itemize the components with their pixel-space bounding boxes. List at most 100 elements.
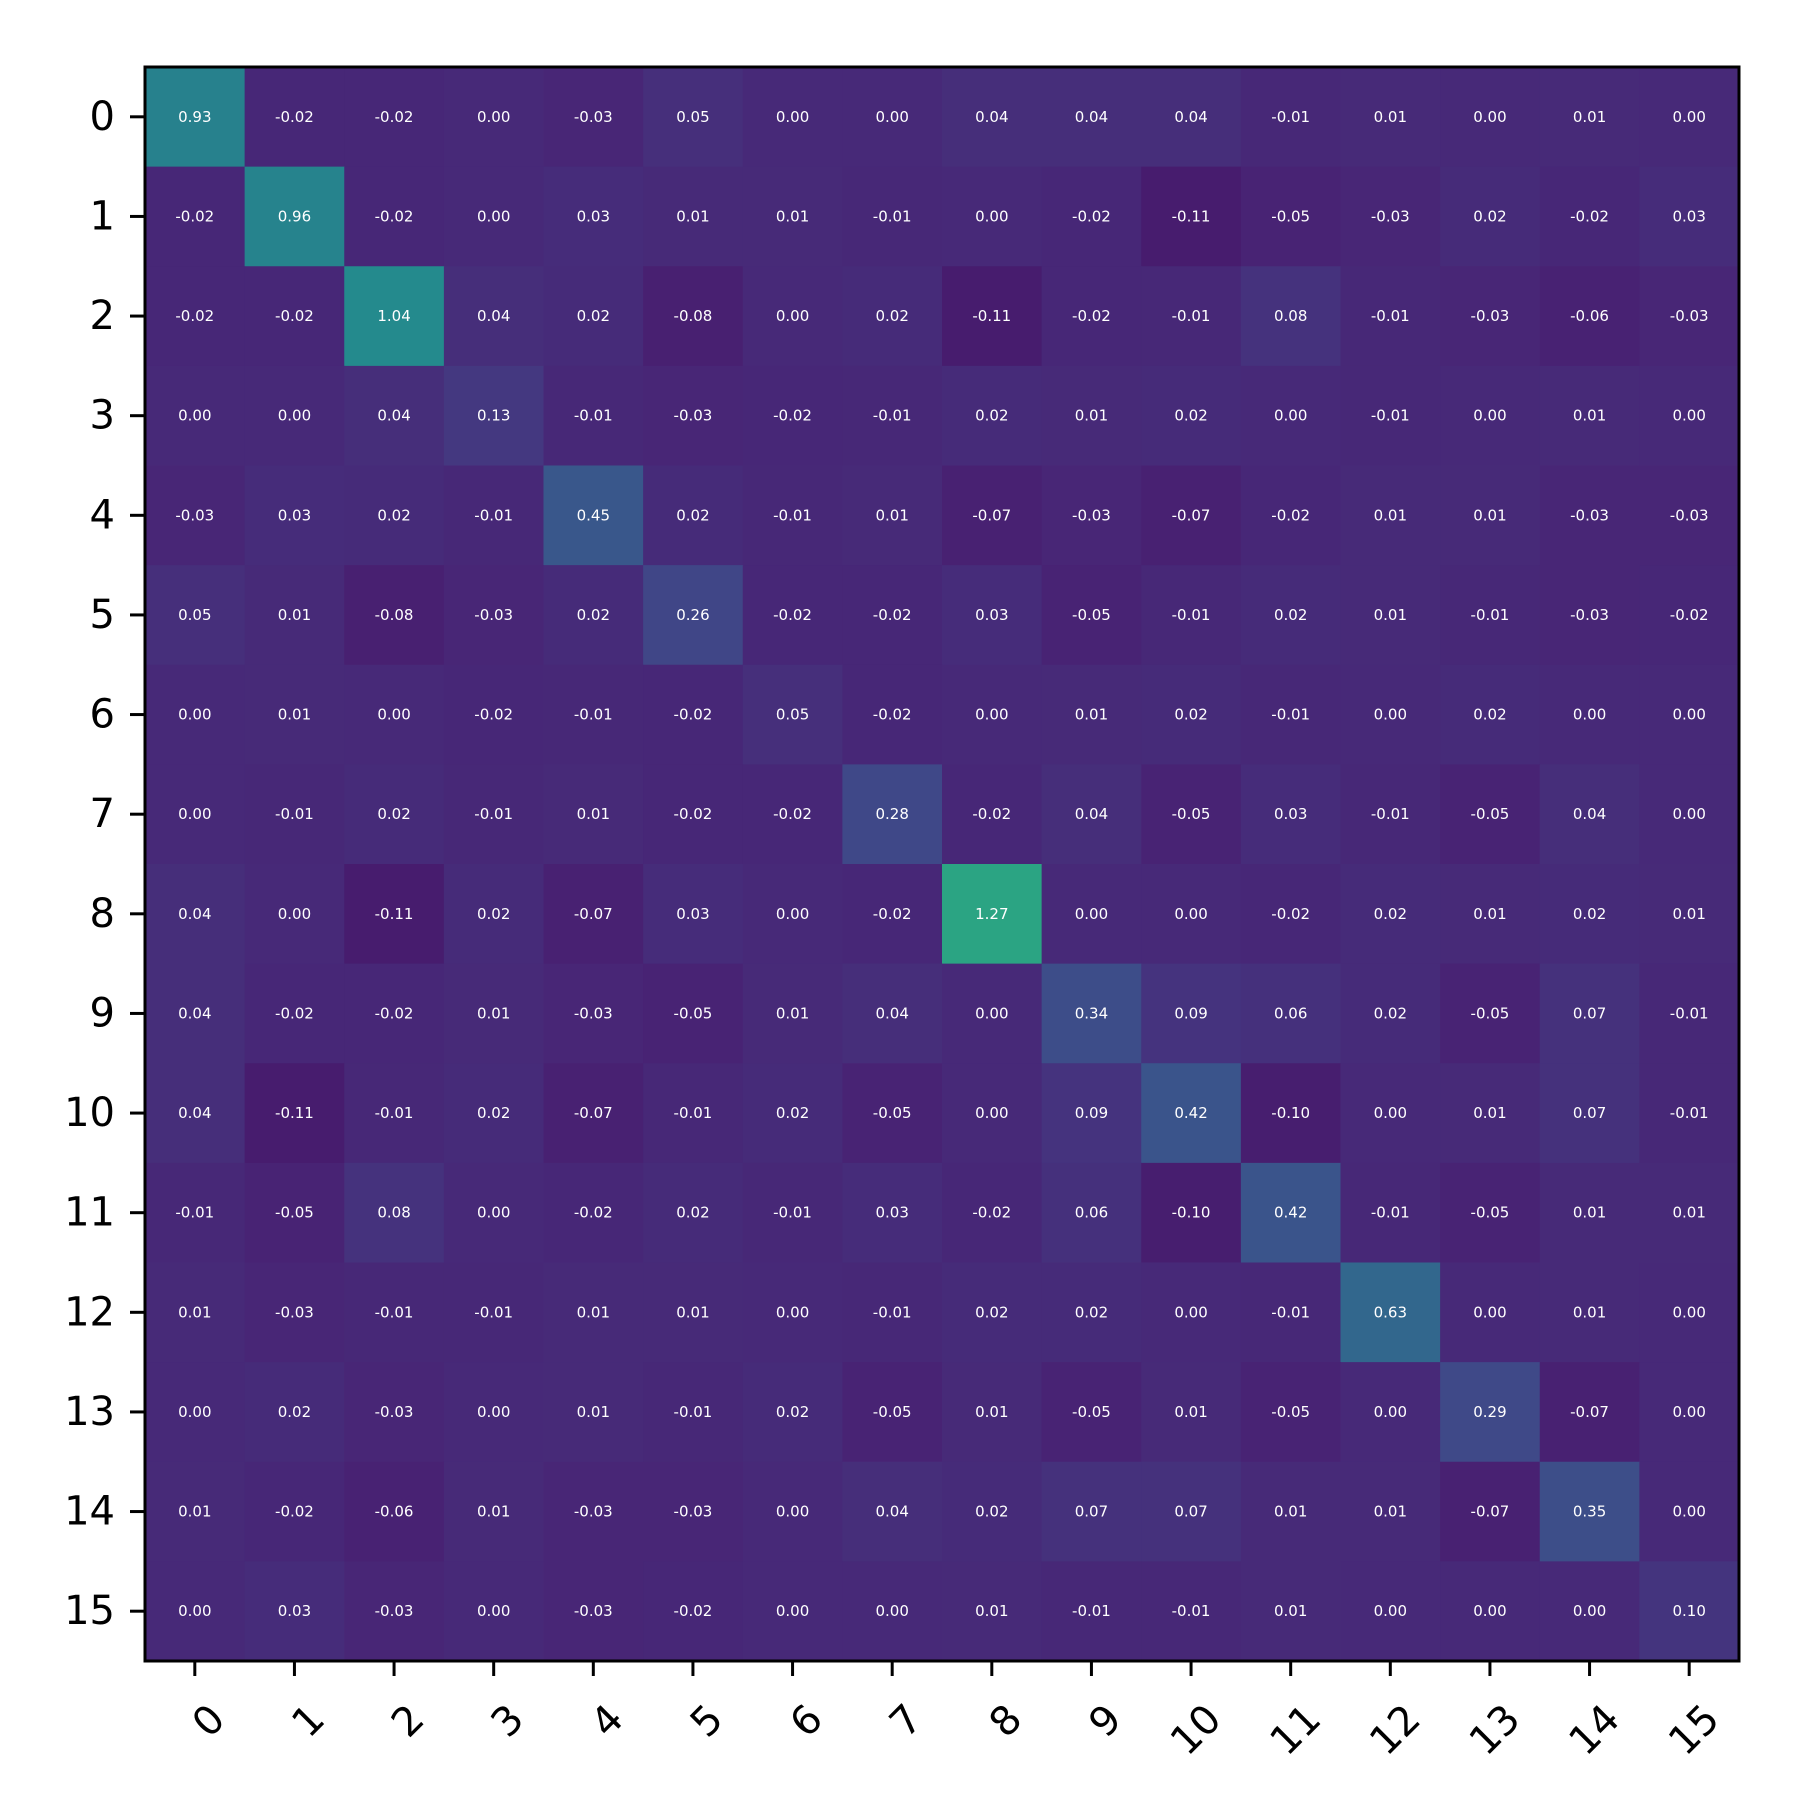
cell-value-label: 0.00 xyxy=(1573,1602,1606,1620)
cell-value-label: 0.00 xyxy=(776,1303,809,1321)
cell-value-label: -0.10 xyxy=(1172,1204,1211,1222)
heatmap-cell xyxy=(1240,1561,1342,1662)
cell-value-label: -0.02 xyxy=(275,108,314,126)
cell-value-label: 0.08 xyxy=(1274,307,1307,325)
cell-value-label: -0.02 xyxy=(1072,307,1111,325)
cell-value-label: -0.03 xyxy=(574,1004,613,1022)
heatmap-cell xyxy=(244,465,345,566)
heatmap-cell xyxy=(643,1063,744,1164)
heatmap-cell xyxy=(145,565,246,666)
heatmap-cell xyxy=(443,963,545,1064)
heatmap-cell xyxy=(1440,565,1541,666)
y-tick-label: 1 xyxy=(90,193,115,239)
heatmap-cell xyxy=(1041,67,1142,168)
y-tick-label: 13 xyxy=(64,1389,115,1435)
cell-value-label: -0.01 xyxy=(1471,606,1510,624)
heatmap-cell xyxy=(842,963,943,1064)
cell-value-label: 0.01 xyxy=(477,1503,510,1521)
heatmap-cell xyxy=(1639,166,1740,267)
heatmap-cell xyxy=(1141,664,1242,765)
x-tick-label: 6 xyxy=(781,1696,832,1747)
heatmap-cell xyxy=(1141,1461,1242,1562)
heatmap-cell xyxy=(145,365,246,467)
heatmap-cells xyxy=(145,67,1740,1662)
heatmap-cell xyxy=(145,67,246,168)
heatmap-cell xyxy=(1240,1461,1342,1562)
cell-value-label: 0.00 xyxy=(1374,1104,1407,1122)
cell-value-label: 0.02 xyxy=(477,1104,510,1122)
cell-value-label: -0.01 xyxy=(474,506,513,524)
x-tick-label: 3 xyxy=(483,1696,534,1747)
heatmap-cell xyxy=(742,266,843,367)
cell-value-label: 0.01 xyxy=(1573,108,1606,126)
cell-value-label: -0.01 xyxy=(574,706,613,724)
heatmap-cell xyxy=(842,266,943,367)
cell-value-label: 0.00 xyxy=(1374,1602,1407,1620)
cell-value-label: -0.02 xyxy=(1570,207,1609,225)
heatmap-cell xyxy=(1041,864,1142,965)
cell-value-label: 0.96 xyxy=(278,207,311,225)
heatmap-cell xyxy=(1539,1063,1640,1164)
cell-value-label: -0.02 xyxy=(1072,207,1111,225)
cell-value-label: 0.00 xyxy=(178,706,211,724)
heatmap-cell xyxy=(1539,565,1640,666)
heatmap-cell xyxy=(443,864,545,965)
y-tick-label: 10 xyxy=(64,1090,115,1136)
cell-value-label: 0.04 xyxy=(975,108,1008,126)
cell-value-label: -0.02 xyxy=(873,905,912,923)
cell-value-label: 0.00 xyxy=(1573,706,1606,724)
heatmap-cell xyxy=(942,1461,1043,1562)
cell-value-label: 0.01 xyxy=(975,1403,1008,1421)
heatmap-cell xyxy=(443,1461,545,1562)
x-tick-label: 12 xyxy=(1361,1696,1430,1765)
cell-value-label: 0.01 xyxy=(1374,606,1407,624)
heatmap-cell xyxy=(244,266,345,367)
cell-value-label: 0.29 xyxy=(1473,1403,1506,1421)
heatmap-cell xyxy=(643,1461,744,1562)
heatmap-cell xyxy=(1340,365,1441,467)
cell-value-label: -0.02 xyxy=(1670,606,1709,624)
heatmap-cell xyxy=(742,1262,843,1363)
heatmap-cell xyxy=(145,764,246,865)
cell-value-label: 0.00 xyxy=(1473,1303,1506,1321)
cell-value-label: -0.01 xyxy=(1271,1303,1310,1321)
cell-value-label: -0.07 xyxy=(574,905,613,923)
cell-value-label: -0.11 xyxy=(1172,207,1211,225)
cell-value-label: 0.06 xyxy=(1075,1204,1108,1222)
cell-value-label: -0.03 xyxy=(1570,606,1609,624)
cell-value-label: 0.02 xyxy=(477,905,510,923)
heatmap-cell xyxy=(1240,963,1342,1064)
cell-value-label: 0.00 xyxy=(776,905,809,923)
cell-value-label: 0.02 xyxy=(377,805,410,823)
x-tick-label: 0 xyxy=(184,1696,235,1747)
cell-value-label: 0.93 xyxy=(178,108,211,126)
heatmap-cell xyxy=(643,266,744,367)
cell-value-label: 0.02 xyxy=(1573,905,1606,923)
heatmap-cell xyxy=(1041,266,1142,367)
cell-value-label: 0.45 xyxy=(577,506,610,524)
heatmap-cell xyxy=(643,166,744,267)
heatmap-cell xyxy=(244,565,345,666)
heatmap-cell xyxy=(842,1362,943,1463)
heatmap-cell xyxy=(244,166,345,267)
heatmap-cell xyxy=(643,67,744,168)
heatmap-cell xyxy=(1240,864,1342,965)
cell-value-label: 0.00 xyxy=(1672,1503,1705,1521)
y-tick-label: 12 xyxy=(64,1289,115,1335)
heatmap-cell xyxy=(1041,1461,1142,1562)
cell-value-label: -0.01 xyxy=(674,1104,713,1122)
heatmap-cell xyxy=(344,764,445,865)
heatmap-cell xyxy=(643,1561,744,1662)
cell-value-label: 0.01 xyxy=(1075,407,1108,425)
cell-value-label: -0.03 xyxy=(1670,307,1709,325)
heatmap-cell xyxy=(1440,1262,1541,1363)
cell-value-label: -0.01 xyxy=(474,1303,513,1321)
heatmap-cell xyxy=(1639,1362,1740,1463)
cell-value-label: 0.00 xyxy=(1274,407,1307,425)
cell-value-label: 0.34 xyxy=(1075,1004,1108,1022)
cell-value-label: 0.03 xyxy=(1274,805,1307,823)
cell-value-label: -0.01 xyxy=(375,1104,414,1122)
heatmap-cell xyxy=(1340,1063,1441,1164)
heatmap-cell xyxy=(244,1461,345,1562)
